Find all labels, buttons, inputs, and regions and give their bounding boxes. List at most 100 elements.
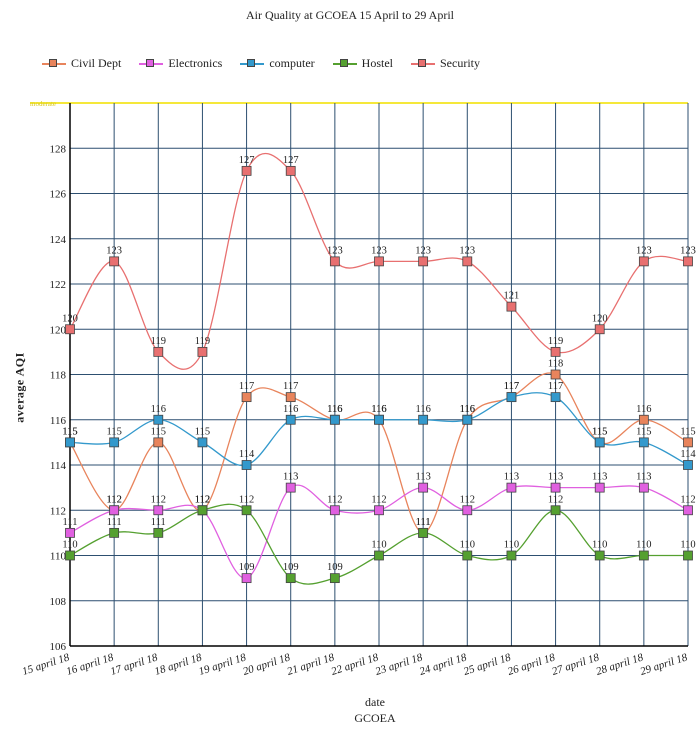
data-point-electronics (285, 482, 296, 493)
data-label-security: 119 (151, 336, 166, 347)
data-point-security (329, 256, 340, 267)
data-point-hostel (374, 550, 384, 561)
data-point-hostel (241, 505, 252, 516)
legend-label: Electronics (168, 56, 223, 70)
data-label-security: 119 (548, 336, 563, 347)
x-tick-label: 20 april 18 (241, 651, 292, 678)
data-point-electronics (65, 527, 75, 538)
legend-label: Hostel (361, 56, 393, 70)
data-label-hostel: 110 (636, 540, 651, 551)
data-point-security (197, 346, 208, 357)
data-point-electronics (683, 505, 693, 516)
data-label-hostel: 110 (460, 540, 475, 551)
data-label-hostel: 110 (371, 540, 386, 551)
legend-swatch (139, 58, 164, 69)
data-label-computer: 116 (327, 404, 342, 415)
data-point-security (109, 256, 120, 267)
data-label-electronics: 112 (106, 494, 121, 505)
data-label-civil-dept: 112 (195, 494, 210, 505)
x-tick-label: 29 april 18 (639, 651, 690, 678)
data-point-security (462, 256, 473, 267)
data-label-hostel: 110 (504, 540, 519, 551)
legend-label: Civil Dept (71, 56, 122, 70)
data-label-security: 123 (459, 245, 475, 256)
data-point-computer (550, 392, 561, 403)
data-point-security (506, 301, 517, 312)
data-label-security: 123 (680, 245, 696, 256)
data-point-electronics (329, 505, 340, 516)
data-label-electronics: 112 (680, 494, 695, 505)
y-tick-label: 110 (50, 551, 67, 563)
data-point-electronics (638, 482, 649, 493)
data-point-electronics (109, 505, 120, 516)
legend: Civil Dept Electronics computer Hostel Secur… (42, 56, 480, 71)
data-label-computer: 116 (283, 404, 298, 415)
data-point-computer (197, 437, 208, 448)
data-label-hostel: 111 (416, 517, 431, 528)
x-axis-title: date (365, 695, 385, 709)
data-label-computer: 115 (636, 426, 651, 437)
data-label-civil-dept: 111 (416, 517, 431, 528)
x-tick-label: 17 april 18 (109, 651, 160, 678)
data-point-computer (285, 414, 296, 425)
data-label-civil-dept: 116 (460, 404, 475, 415)
data-label-electronics: 109 (239, 562, 255, 573)
x-tick-label: 22 april 18 (330, 651, 381, 678)
data-point-hostel (197, 505, 208, 516)
legend-swatch (42, 58, 66, 69)
data-point-electronics (462, 505, 473, 516)
x-tick-label: 27 april 18 (550, 651, 601, 678)
data-label-computer: 116 (460, 404, 475, 415)
data-label-computer: 115 (592, 426, 607, 437)
series-line-electronics (69, 484, 689, 579)
data-point-security (418, 256, 429, 267)
y-tick-label: 122 (50, 279, 67, 291)
data-label-hostel: 109 (327, 562, 343, 573)
chart-title: Air Quality at GCOEA 15 April to 29 Apri… (246, 8, 454, 22)
data-point-security (153, 346, 164, 357)
data-label-computer: 114 (239, 449, 255, 460)
data-label-electronics: 113 (592, 472, 607, 483)
y-tick-label: 114 (50, 460, 67, 472)
legend-item-electronics: Electronics (139, 56, 222, 71)
data-point-hostel (65, 550, 75, 561)
data-point-hostel (594, 550, 605, 561)
data-label-civil-dept: 115 (151, 426, 166, 437)
data-point-security (285, 165, 296, 176)
data-label-civil-dept: 117 (239, 381, 254, 392)
data-label-hostel: 111 (107, 517, 122, 528)
data-point-hostel (550, 505, 561, 516)
data-label-electronics: 113 (504, 472, 519, 483)
data-label-security: 123 (371, 245, 387, 256)
data-label-electronics: 111 (63, 517, 78, 528)
data-label-electronics: 112 (327, 494, 342, 505)
x-tick-label: 25 april 18 (462, 651, 513, 678)
data-point-security (683, 256, 693, 267)
data-point-electronics (506, 482, 517, 493)
data-label-electronics: 112 (460, 494, 475, 505)
data-point-security (550, 346, 561, 357)
data-point-computer (374, 414, 384, 425)
data-label-computer: 114 (680, 449, 696, 460)
data-label-electronics: 112 (195, 494, 210, 505)
data-point-hostel (506, 550, 517, 561)
data-label-civil-dept: 116 (327, 404, 342, 415)
data-point-electronics (241, 573, 252, 584)
y-tick-label: 112 (50, 505, 66, 517)
data-point-civil-dept (683, 437, 693, 448)
data-point-hostel (638, 550, 649, 561)
data-label-hostel: 112 (239, 494, 254, 505)
legend-item-security: Security (411, 56, 480, 71)
y-tick-label: 128 (50, 143, 67, 155)
data-point-hostel (462, 550, 473, 561)
data-label-security: 119 (195, 336, 210, 347)
data-label-civil-dept: 116 (636, 404, 651, 415)
data-point-hostel (285, 573, 296, 584)
x-tick-label: 18 april 18 (153, 651, 204, 678)
data-label-hostel: 110 (680, 540, 695, 551)
data-point-security (374, 256, 384, 267)
y-tick-label: 106 (50, 641, 67, 653)
x-tick-label: 26 april 18 (506, 651, 557, 678)
data-point-computer (153, 414, 164, 425)
x-tick-label: 24 april 18 (418, 651, 469, 678)
